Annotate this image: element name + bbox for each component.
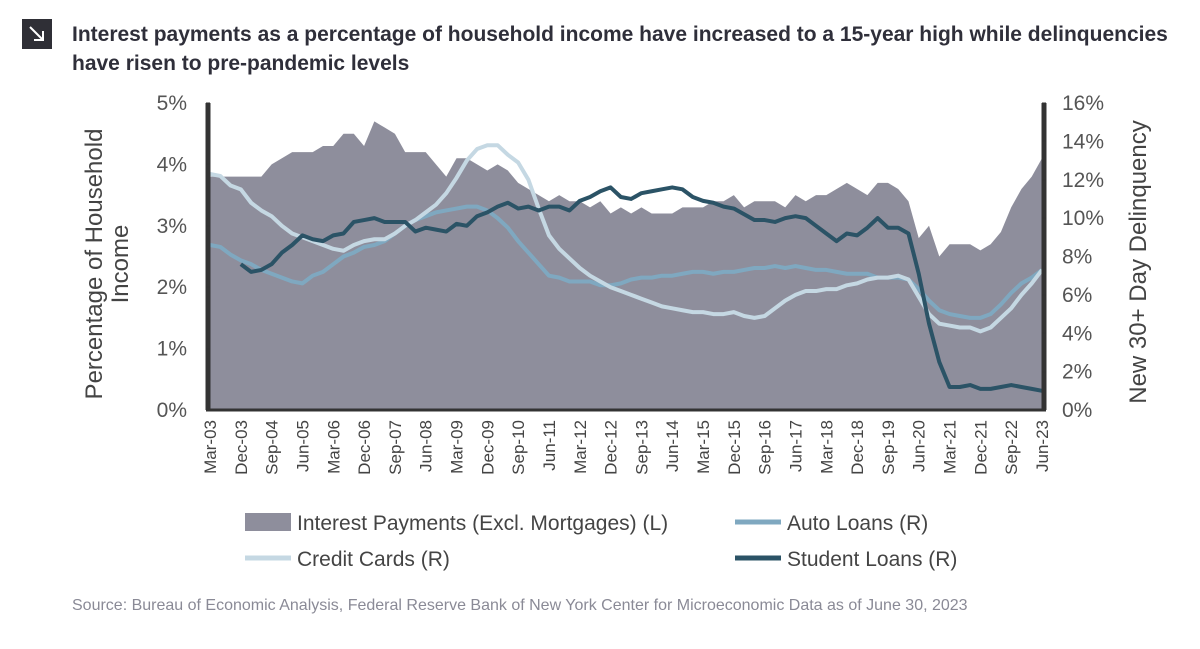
x-tick-label: Sep-07 — [386, 420, 405, 475]
legend-label: Credit Cards (R) — [297, 548, 450, 571]
x-tick-label: Sep-16 — [756, 420, 775, 475]
x-tick-label: Sep-10 — [509, 420, 528, 475]
legend-label: Interest Payments (Excl. Mortgages) (L) — [297, 512, 668, 535]
chart-title: Interest payments as a percentage of hou… — [72, 23, 1168, 75]
y2-tick-label: 0% — [1062, 399, 1092, 422]
y-tick-label: 5% — [157, 92, 187, 115]
line — [209, 143, 1044, 334]
x-tick-label: Mar-03 — [201, 420, 220, 474]
x-tick-label: Sep-19 — [879, 420, 898, 475]
x-tick-label: Jun-08 — [417, 420, 436, 472]
x-tick-label: Jun-23 — [1033, 420, 1052, 472]
line — [239, 185, 1043, 393]
source-note: Source: Bureau of Economic Analysis, Fed… — [72, 597, 968, 614]
x-tick-label: Dec-06 — [355, 420, 374, 475]
x-tick-label: Mar-15 — [694, 420, 713, 474]
x-tick-label: Mar-21 — [941, 420, 960, 474]
legend-label: Auto Loans (R) — [787, 512, 928, 535]
y-tick-label: 3% — [157, 215, 187, 238]
x-tick-label: Dec-12 — [602, 420, 621, 475]
x-tick-label: Sep-22 — [1002, 420, 1021, 475]
x-tick-label: Sep-04 — [263, 420, 282, 475]
x-tick-label: Dec-09 — [478, 420, 497, 475]
x-tick-label: Mar-06 — [324, 420, 343, 474]
x-tick-label: Mar-09 — [448, 420, 467, 474]
y-axis-label: Percentage of Household Income — [81, 128, 134, 400]
x-tick-label: Dec-03 — [232, 420, 251, 475]
y2-tick-label: 12% — [1062, 169, 1104, 192]
x-tick-label: Jun-17 — [786, 420, 805, 472]
y-tick-label: 0% — [157, 399, 187, 422]
x-tick-label: Dec-18 — [848, 420, 867, 475]
x-tick-label: Mar-12 — [571, 420, 590, 474]
area — [210, 121, 1042, 411]
x-tick-label: Sep-13 — [632, 420, 651, 475]
y-tick-label: 4% — [157, 153, 187, 176]
legend-label: Student Loans (R) — [787, 548, 957, 571]
y2-axis-label: New 30+ Day Delinquency — [1125, 120, 1152, 404]
y-tick-label: 2% — [157, 276, 187, 299]
y2-tick-label: 16% — [1062, 92, 1104, 115]
x-tick-label: Dec-21 — [971, 420, 990, 475]
x-tick-label: Jun-14 — [663, 420, 682, 472]
y2-tick-label: 10% — [1062, 207, 1104, 230]
y2-tick-label: 2% — [1062, 361, 1092, 384]
x-tick-label: Mar-18 — [817, 420, 836, 474]
x-tick-label: Dec-15 — [725, 420, 744, 475]
y2-tick-label: 8% — [1062, 246, 1092, 269]
x-tick-label: Jun-05 — [293, 420, 312, 472]
y2-tick-label: 6% — [1062, 284, 1092, 307]
y2-tick-label: 4% — [1062, 322, 1092, 345]
icon — [22, 19, 52, 49]
legend-swatch — [245, 513, 291, 531]
y-tick-label: 1% — [157, 338, 187, 361]
x-tick-label: Jun-20 — [910, 420, 929, 472]
x-tick-label: Jun-11 — [540, 420, 559, 471]
y2-tick-label: 14% — [1062, 130, 1104, 153]
